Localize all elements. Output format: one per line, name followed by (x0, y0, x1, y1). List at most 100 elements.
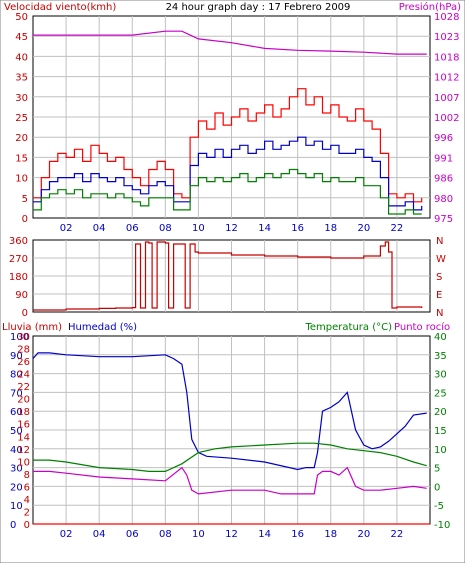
y-tick-label: 90 (10, 351, 23, 362)
x-tick-label: 08 (159, 223, 172, 234)
temp-humidity-panel: 0102030405060708090100024681012141618202… (10, 332, 450, 540)
y-tick-label: 80 (10, 370, 23, 381)
y-tick-label: 100 (10, 332, 29, 343)
y-right-tick-label: 10 (434, 445, 447, 456)
y-tick-label: 15 (15, 153, 28, 164)
y-tick-label: 0 (10, 520, 16, 531)
series-line-dewpoint (33, 466, 427, 495)
y-tick-label: 45 (15, 32, 28, 43)
rain-tick-label: 30 (17, 332, 30, 343)
x-tick-label: 20 (357, 529, 370, 540)
y-right-tick-label: 996 (434, 133, 453, 144)
x-tick-label: 08 (159, 529, 172, 540)
x-tick-label: 20 (357, 223, 370, 234)
y-tick-label: 0 (22, 308, 28, 319)
y-tick-label: 0 (22, 214, 28, 225)
rain-tick-label: 18 (17, 407, 30, 418)
x-tick-label: 16 (291, 529, 304, 540)
series-line-wind (33, 136, 423, 211)
y-right-tick-label: N (436, 308, 443, 319)
y-right-tick-label: 40 (434, 332, 447, 343)
rain-tick-label: 2 (24, 507, 30, 518)
y-right-tick-label: 20 (434, 407, 447, 418)
x-tick-label: 10 (192, 529, 205, 540)
y-tick-label: 20 (15, 133, 28, 144)
y-tick-label: 50 (15, 12, 28, 23)
x-tick-label: 16 (291, 223, 304, 234)
x-tick-label: 10 (192, 223, 205, 234)
y-tick-label: 70 (10, 388, 23, 399)
y-right-tick-label: E (436, 290, 442, 301)
x-tick-label: 04 (93, 223, 106, 234)
y-tick-label: 40 (15, 52, 28, 63)
x-tick-label: 12 (225, 223, 238, 234)
rain-tick-label: 14 (17, 432, 30, 443)
y-tick-label: 35 (15, 73, 28, 84)
rain-tick-label: 24 (17, 370, 30, 381)
rain-tick-label: 16 (17, 420, 30, 431)
x-tick-label: 14 (258, 529, 271, 540)
y-tick-label: 360 (9, 236, 28, 247)
y-tick-label: 270 (9, 254, 28, 265)
series-line-pressure (33, 30, 427, 55)
y-right-tick-label: N (436, 236, 443, 247)
x-tick-label: 12 (225, 529, 238, 540)
rain-tick-label: 0 (24, 520, 30, 531)
y-tick-label: 30 (15, 93, 28, 104)
y-right-tick-label: 15 (434, 426, 447, 437)
y-tick-label: 10 (10, 501, 23, 512)
y-right-tick-label: 1028 (434, 12, 459, 23)
pressure-axis-label: Presión(hPa) (399, 1, 461, 13)
y-right-tick-label: W (436, 254, 446, 265)
x-tick-label: 22 (391, 223, 404, 234)
x-tick-label: 06 (126, 529, 139, 540)
series-line-humidity (32, 352, 427, 471)
wind-axis-label: Velocidad viento(kmh) (4, 2, 116, 13)
y-right-tick-label: 35 (434, 351, 447, 362)
y-right-tick-label: 25 (434, 388, 447, 399)
y-tick-label: 30 (10, 464, 23, 475)
y-tick-label: 20 (10, 482, 23, 493)
temperature-axis-label: Temperatura (°C) (304, 322, 392, 333)
y-right-tick-label: 30 (434, 370, 447, 381)
y-right-tick-label: 0 (434, 482, 440, 493)
x-tick-label: 02 (60, 223, 73, 234)
y-tick-label: 60 (10, 407, 23, 418)
series-line-speed (33, 168, 422, 215)
rain-tick-label: 22 (17, 382, 30, 393)
y-tick-label: 90 (15, 290, 28, 301)
y-right-tick-label: 986 (434, 174, 453, 185)
x-tick-label: 22 (391, 529, 404, 540)
chart-title: 24 hour graph day : 17 Febrero 2009 (166, 2, 351, 13)
humidity-axis-label: Humedad (%) (68, 322, 137, 333)
y-right-tick-label: 1023 (434, 32, 459, 43)
rain-axis-label: Lluvia (mm) (2, 322, 62, 333)
rain-tick-label: 20 (17, 395, 30, 406)
rain-tick-label: 28 (17, 345, 30, 356)
x-tick-label: 02 (60, 529, 73, 540)
wind-pressure-panel: 0510152025303540455097598098699199610021… (15, 12, 459, 234)
rain-tick-label: 6 (24, 482, 30, 493)
y-right-tick-label: 1012 (434, 73, 459, 84)
y-tick-label: 25 (15, 113, 28, 124)
y-tick-label: 5 (22, 194, 28, 205)
y-right-tick-label: 5 (434, 464, 440, 475)
y-right-tick-label: 991 (434, 153, 453, 164)
y-tick-label: 180 (9, 272, 28, 283)
y-right-tick-label: 1002 (434, 113, 459, 124)
dewpoint-axis-label: Punto rocío (394, 321, 450, 333)
y-right-tick-label: -5 (434, 501, 444, 512)
y-tick-label: 50 (10, 426, 23, 437)
y-right-tick-label: 980 (434, 194, 453, 205)
y-right-tick-label: 975 (434, 214, 453, 225)
series-line-gust (33, 88, 423, 203)
x-tick-label: 18 (324, 529, 337, 540)
y-tick-label: 10 (15, 174, 28, 185)
rain-tick-label: 12 (17, 445, 30, 456)
rain-tick-label: 8 (24, 470, 30, 481)
rain-tick-label: 10 (17, 457, 30, 468)
x-tick-label: 14 (258, 223, 271, 234)
y-right-tick-label: -10 (434, 520, 450, 531)
